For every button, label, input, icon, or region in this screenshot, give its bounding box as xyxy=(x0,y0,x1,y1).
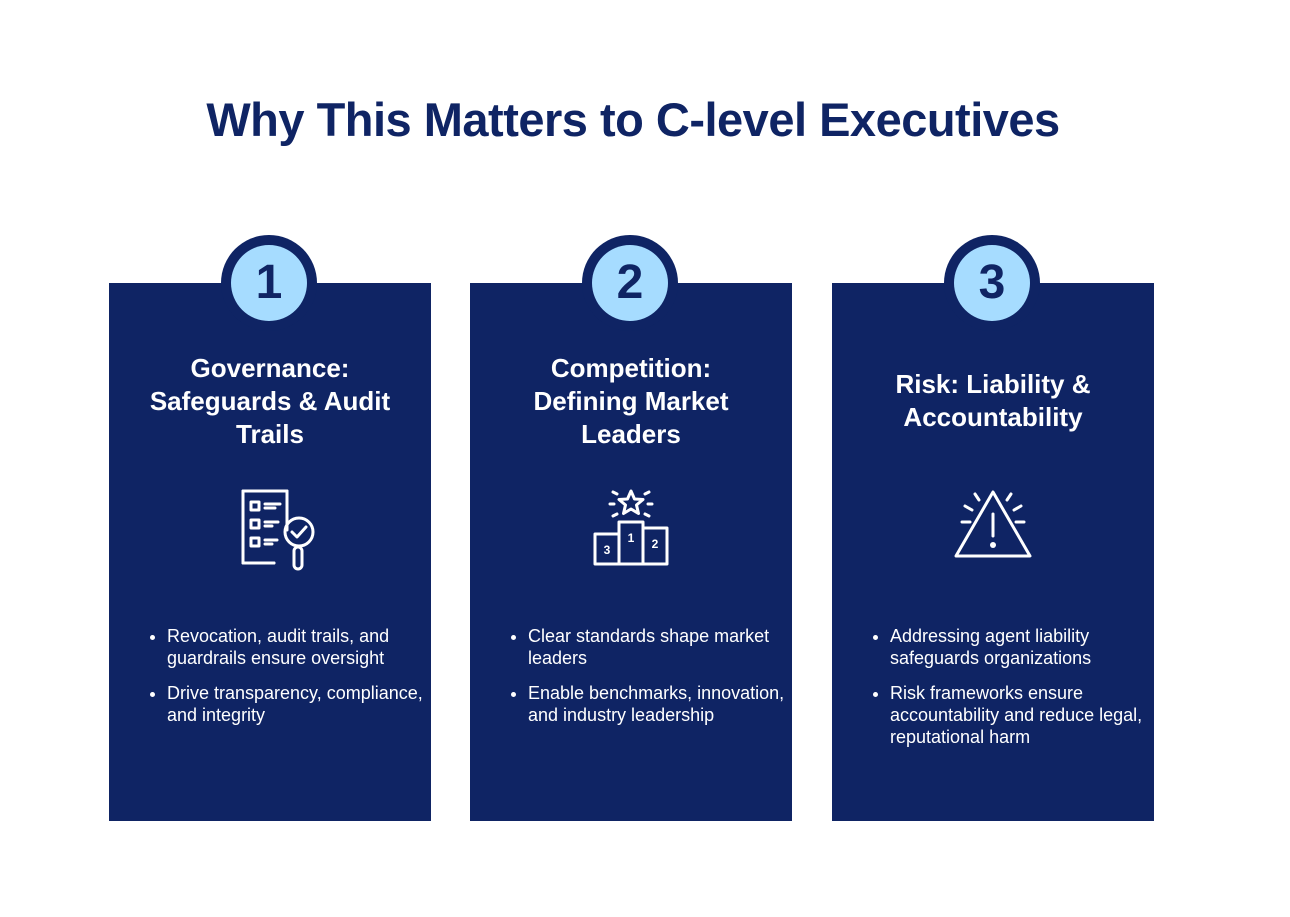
bullet-list: Revocation, audit trails, and guardrails… xyxy=(147,625,437,739)
list-item: Risk frameworks ensure accountability an… xyxy=(890,682,1160,748)
podium-label-first: 1 xyxy=(628,531,635,545)
number-badge: 1 xyxy=(221,235,317,331)
checklist-magnifier-icon xyxy=(241,489,315,571)
card-risk: 3 Risk: Liability & Accountability Addre… xyxy=(832,235,1154,821)
list-item: Drive transparency, compliance, and inte… xyxy=(167,682,437,726)
badge-number: 3 xyxy=(954,245,1030,321)
badge-number: 1 xyxy=(231,245,307,321)
list-item: Revocation, audit trails, and guardrails… xyxy=(167,625,437,669)
podium-label-third: 3 xyxy=(604,543,611,557)
number-badge: 3 xyxy=(944,235,1040,331)
card-heading: Risk: Liability & Accountability xyxy=(895,369,1091,432)
bullet-list: Addressing agent liability safeguards or… xyxy=(870,625,1160,761)
warning-triangle-icon xyxy=(954,490,1032,558)
list-item: Clear standards shape market leaders xyxy=(528,625,798,669)
bullet-list: Clear standards shape market leaders Ena… xyxy=(508,625,798,739)
list-item: Enable benchmarks, innovation, and indus… xyxy=(528,682,798,726)
card-governance: 1 Governance: Safeguards & Audit Trails … xyxy=(109,235,431,821)
card-heading: Competition: Defining Market Leaders xyxy=(533,352,729,449)
page-title: Why This Matters to C-level Executives xyxy=(206,93,1060,146)
number-badge: 2 xyxy=(582,235,678,331)
list-item: Addressing agent liability safeguards or… xyxy=(890,625,1160,669)
podium-label-second: 2 xyxy=(652,537,659,551)
card-heading: Governance: Safeguards & Audit Trails xyxy=(149,352,391,449)
badge-number: 2 xyxy=(592,245,668,321)
podium-star-icon: 1 3 2 xyxy=(593,489,669,566)
card-competition: 2 Competition: Defining Market Leaders 1… xyxy=(470,235,792,821)
